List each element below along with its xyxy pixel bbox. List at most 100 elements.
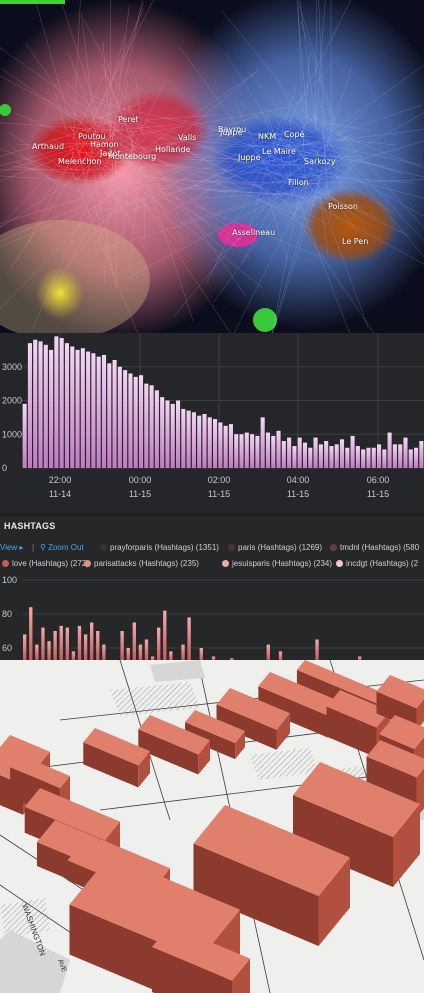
histogram-bar[interactable] (191, 412, 196, 468)
histogram-bar[interactable] (22, 403, 27, 468)
hashtag-bar[interactable] (266, 644, 270, 660)
histogram-bar[interactable] (398, 444, 403, 468)
hashtag-legend-item[interactable]: love (Hashtags) (272) (2, 559, 89, 568)
hashtag-bar[interactable] (102, 644, 106, 660)
histogram-bar[interactable] (387, 432, 392, 468)
hashtag-bar[interactable] (41, 627, 45, 660)
hashtag-bar[interactable] (138, 644, 143, 660)
histogram-bar[interactable] (207, 417, 212, 468)
histogram-bar[interactable] (202, 414, 207, 468)
hashtag-bar[interactable] (157, 627, 161, 660)
histogram-bar[interactable] (175, 400, 181, 469)
hashtag-bar[interactable] (35, 644, 39, 660)
histogram-bar[interactable] (361, 449, 366, 468)
hashtag-bar[interactable] (83, 634, 88, 660)
hashtag-bar[interactable] (29, 607, 33, 660)
histogram-bar[interactable] (318, 444, 323, 468)
histogram-bar[interactable] (376, 444, 382, 468)
histogram-bar[interactable] (382, 449, 387, 468)
histogram-bar[interactable] (239, 434, 244, 468)
hashtag-bar[interactable] (65, 627, 69, 660)
histogram-bar[interactable] (260, 417, 265, 468)
histogram-bar[interactable] (70, 346, 75, 469)
histogram-bar[interactable] (128, 373, 133, 469)
histogram-bar[interactable] (38, 341, 43, 468)
histogram-bar[interactable] (117, 366, 122, 468)
histogram-bar[interactable] (414, 447, 419, 468)
histogram-bar[interactable] (101, 354, 107, 468)
histogram-bar[interactable] (392, 444, 397, 468)
histogram-bar[interactable] (408, 449, 413, 468)
hashtag-legend-item[interactable]: tmdnl (Hashtags) (580 (330, 543, 419, 552)
histogram-bar[interactable] (334, 444, 339, 468)
histogram-bar[interactable] (329, 446, 334, 468)
hashtag-bar[interactable] (126, 648, 130, 660)
histogram-bar[interactable] (170, 403, 175, 468)
histogram-bar[interactable] (133, 376, 138, 468)
hashtag-bar[interactable] (358, 656, 362, 661)
hashtag-legend-item[interactable]: prayforparis (Hashtags) (1351) (100, 543, 219, 552)
hashtag-legend-item[interactable]: jesuisparis (Hashtags) (234) (222, 559, 332, 568)
hashtag-bar[interactable] (315, 639, 319, 661)
hashtag-bar[interactable] (187, 617, 191, 660)
hashtag-bar[interactable] (47, 641, 51, 660)
histogram-bar[interactable] (276, 430, 281, 468)
hashtag-bar[interactable] (181, 644, 185, 660)
histogram-bar[interactable] (419, 441, 424, 468)
histogram-bar[interactable] (33, 339, 38, 468)
histogram-bar[interactable] (371, 447, 376, 468)
view-menu-button[interactable]: View ▸ (0, 543, 24, 552)
histogram-bar[interactable] (345, 447, 350, 468)
hashtag-bar[interactable] (150, 656, 155, 661)
histogram-bar[interactable] (49, 349, 54, 468)
histogram-bar[interactable] (197, 415, 202, 468)
histogram-bar[interactable] (54, 336, 59, 468)
hashtag-bar[interactable] (199, 648, 203, 660)
hashtag-bar[interactable] (163, 610, 167, 660)
hashtag-legend-item[interactable]: paris (Hashtags) (1269) (228, 543, 322, 552)
histogram-bar[interactable] (287, 437, 292, 468)
histogram-bar[interactable] (366, 447, 371, 468)
histogram-bar[interactable] (213, 419, 218, 468)
hashtag-bar[interactable] (132, 622, 136, 661)
histogram-bar[interactable] (149, 385, 154, 468)
histogram-bar[interactable] (91, 353, 96, 468)
histogram-bar[interactable] (80, 348, 85, 468)
zoom-out-button[interactable]: ⚲ Zoom Out (40, 543, 84, 552)
hashtag-bar[interactable] (120, 631, 124, 660)
histogram-bar[interactable] (123, 370, 128, 468)
histogram-bar[interactable] (255, 435, 260, 468)
histogram-bar[interactable] (186, 410, 191, 468)
histogram-bar[interactable] (308, 447, 313, 468)
histogram-bar[interactable] (297, 437, 302, 468)
histogram-bar[interactable] (112, 360, 117, 468)
histogram-bar[interactable] (218, 422, 223, 468)
histogram-bar[interactable] (64, 343, 70, 468)
hashtag-bar[interactable] (53, 631, 57, 660)
histogram-bar[interactable] (250, 434, 255, 468)
histogram-bar[interactable] (59, 338, 64, 468)
histogram-bar[interactable] (86, 351, 91, 468)
histogram-bar[interactable] (403, 437, 408, 468)
hashtag-bar[interactable] (96, 631, 100, 660)
histogram-bar[interactable] (265, 432, 271, 468)
histogram-bar[interactable] (281, 441, 286, 468)
hashtag-bar[interactable] (230, 658, 234, 660)
histogram-bar[interactable] (302, 442, 308, 468)
histogram-bar[interactable] (223, 425, 228, 468)
hashtag-bar[interactable] (169, 651, 173, 660)
histogram-bar[interactable] (154, 390, 159, 468)
hashtag-bar[interactable] (144, 639, 149, 661)
histogram-bar[interactable] (165, 400, 170, 469)
hashtag-bar[interactable] (278, 651, 283, 660)
histogram-bar[interactable] (292, 446, 297, 468)
histogram-bar[interactable] (27, 343, 32, 468)
hashtag-legend-item[interactable]: incdgt (Hashtags) (2 (336, 559, 418, 568)
histogram-bar[interactable] (313, 437, 318, 468)
histogram-bar[interactable] (244, 432, 249, 468)
histogram-bar[interactable] (75, 349, 80, 468)
hashtag-bar[interactable] (71, 651, 76, 660)
histogram-bar[interactable] (138, 375, 144, 468)
hashtag-bar[interactable] (77, 625, 82, 660)
histogram-bar[interactable] (350, 435, 355, 468)
